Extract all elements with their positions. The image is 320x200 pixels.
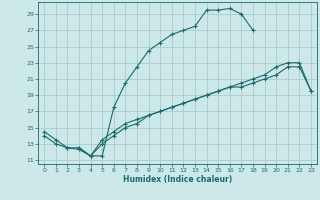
X-axis label: Humidex (Indice chaleur): Humidex (Indice chaleur)	[123, 175, 232, 184]
